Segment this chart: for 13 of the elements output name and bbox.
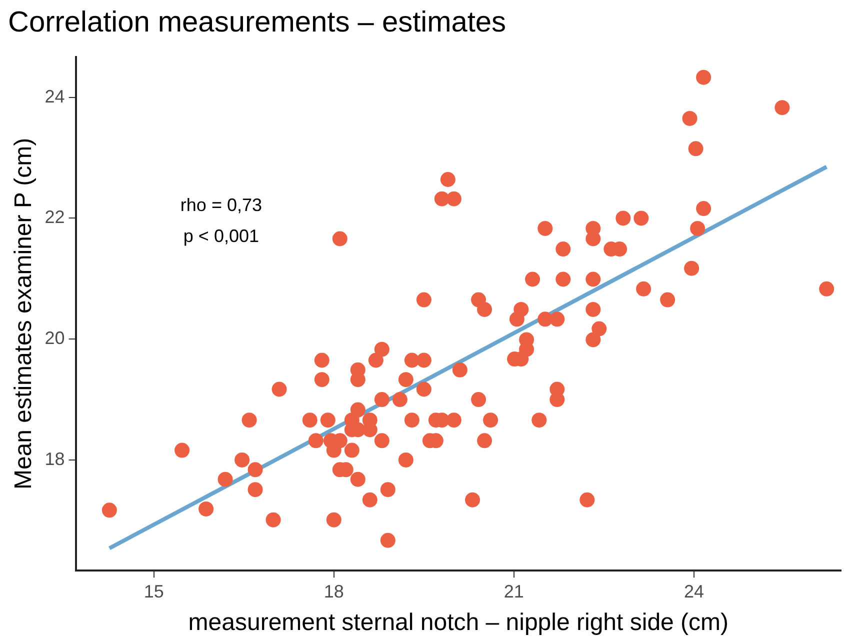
y-tick-label: 22	[44, 207, 65, 228]
chart-title: Correlation measurements – estimates	[8, 6, 506, 38]
x-tick-label: 15	[144, 581, 164, 602]
x-tick-label: 18	[324, 581, 344, 602]
x-tick-label: 21	[504, 581, 524, 602]
y-tick-label: 18	[44, 448, 65, 469]
annotation: rho = 0,73	[180, 194, 262, 215]
y-tick-label: 20	[44, 328, 65, 348]
x-axis-title: measurement sternal notch – nipple right side (cm)	[188, 609, 729, 636]
x-tick-label: 24	[684, 581, 704, 602]
y-tick-label: 24	[44, 86, 65, 106]
annotation: p < 0,001	[183, 226, 259, 246]
y-axis-title: Mean estimates examiner P (cm)	[10, 138, 38, 490]
